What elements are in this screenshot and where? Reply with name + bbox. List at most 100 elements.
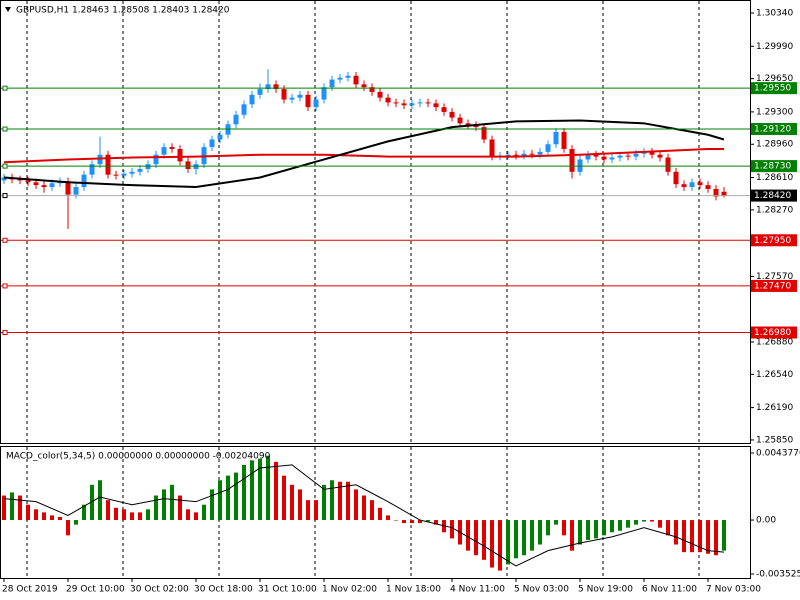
level-box-bg [751,326,797,339]
candle-body [73,187,79,195]
histogram-bar [722,520,726,551]
y-tick-label: 1.30340 [756,9,793,19]
candle-body [161,147,167,155]
x-tick-label: 29 Oct 10:00 [66,585,125,595]
histogram-bar [338,481,342,521]
level-box: 1.26980 [751,326,797,339]
histogram-bar [218,480,222,521]
y-tick-label: 1.29650 [756,74,793,84]
histogram-bar [306,500,310,521]
histogram-bar [514,520,518,559]
candle-body [713,188,719,197]
candle-body [377,91,383,98]
histogram-bar [418,520,422,524]
histogram-bar [690,520,694,553]
last-price-handle [2,193,8,199]
histogram-bar [194,512,198,521]
candle-body [329,79,335,88]
candle-body [25,180,31,183]
histogram-bar [146,509,150,521]
histogram-bar [258,458,262,521]
candle-body [457,117,463,124]
histogram-bar [122,509,126,521]
candle-body [353,75,359,85]
candle-body [673,171,679,185]
level-label: 1.27470 [754,281,791,291]
histogram-bar [410,520,414,524]
y-tick-label: 0.0043776 [756,449,800,459]
histogram-bar [530,520,534,551]
histogram-bar [130,512,134,521]
histogram-bar [450,520,454,539]
level-label: 1.28730 [754,162,791,172]
indicator-title: MACD_color(5,34,5) 0.00000000 0.00000000… [6,452,271,462]
candle-body [441,107,447,112]
candle-body [49,183,55,188]
x-tick-label: 28 Oct 2019 [2,585,58,595]
level-handle [2,237,8,243]
x-tick-label: 31 Oct 10:00 [258,585,317,595]
price-pane [0,0,751,444]
x-tick-label: 5 Nov 19:00 [578,585,633,595]
histogram-bar [402,520,406,524]
histogram-bar [42,512,46,521]
candle-body [129,171,135,174]
histogram-bar [234,472,238,521]
candle-body [553,131,559,145]
candle-body [297,94,303,98]
candle-body [33,182,39,186]
level-box-bg [751,82,797,95]
menu-triangle[interactable] [5,7,11,12]
level-handle [2,163,8,169]
candle-body [537,151,543,155]
level-label: 1.29550 [754,84,791,94]
last-price-box: 1.28420 [751,189,797,202]
candle-body [425,102,431,104]
histogram-bar [266,455,270,521]
candle-body [137,168,143,172]
histogram-bar [674,520,678,545]
candle-body [433,103,439,108]
histogram-bar [50,515,54,521]
candle-body [89,164,95,175]
histogram-bar [170,484,174,521]
y-tick-label: 0.00 [756,516,776,526]
histogram-bar [522,520,526,556]
histogram-bar [706,520,710,554]
y-tick-label: 1.26880 [756,338,793,348]
level-label: 1.29120 [754,125,791,135]
candle-body [625,155,631,157]
level-handle [2,330,8,336]
histogram-bar [490,520,494,568]
candle-body [585,154,591,160]
candle-body [393,102,399,104]
histogram-bar [714,520,718,556]
x-tick-label: 5 Nov 03:00 [514,585,569,595]
y-tick-label: 1.27570 [756,272,793,282]
candle-body [361,84,367,88]
histogram-bar [322,484,326,521]
y-tick-label: 1.25850 [756,435,793,445]
candle-body [409,103,415,106]
histogram-bar [362,495,366,521]
histogram-bar [354,489,358,521]
histogram-bar [186,509,190,521]
candle-body [1,177,7,181]
histogram-bar [2,495,6,521]
histogram-bar [202,504,206,521]
x-tick-label: 30 Oct 02:00 [130,585,189,595]
histogram-bar [90,484,94,521]
candle-body [17,179,23,181]
candle-body [385,97,391,103]
histogram-bar [226,475,230,521]
y-tick-label: 1.28960 [756,140,793,150]
last-price-box-bg [751,189,797,202]
y-tick-label: 1.29300 [756,107,793,117]
candle-body [505,154,511,156]
histogram-bar [698,520,702,553]
candle-body [697,182,703,186]
candle-body [345,75,351,78]
level-box-bg [751,279,797,292]
histogram-bar [578,520,582,545]
